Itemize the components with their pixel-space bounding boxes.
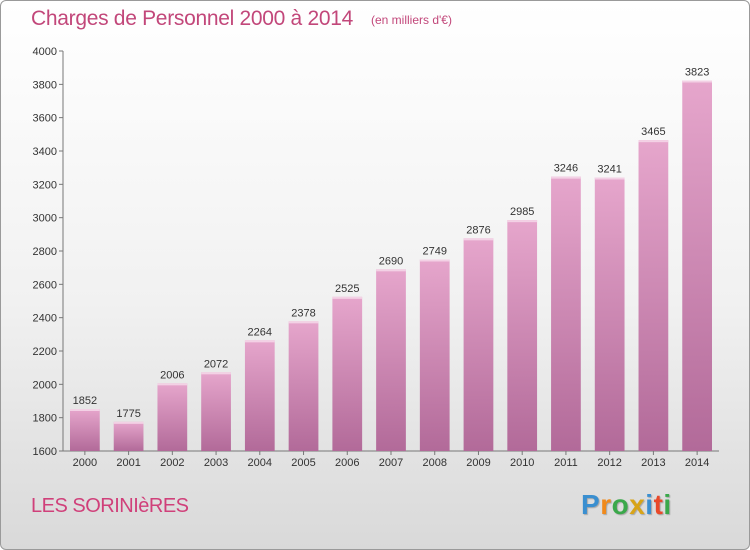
x-tick-label-2004: 2004: [248, 457, 272, 469]
x-tick-label-2001: 2001: [116, 457, 140, 469]
bar-top-highlight: [113, 421, 144, 424]
y-tick-label: 3400: [33, 146, 57, 158]
x-tick-label-2012: 2012: [597, 457, 621, 469]
y-tick-label: 3000: [33, 213, 57, 225]
data-label-2004: 2264: [248, 326, 272, 338]
bar-2006: [332, 296, 363, 451]
bar-top-highlight: [376, 269, 406, 272]
bar-top-highlight: [419, 259, 450, 262]
logo-letter: x: [629, 489, 646, 520]
y-tick-label: 1800: [33, 413, 57, 425]
bar-top-highlight: [157, 383, 188, 386]
bar-top-highlight: [594, 177, 625, 180]
y-tick-label: 2600: [33, 279, 57, 291]
x-tick-label-2009: 2009: [466, 457, 490, 469]
proxiti-logo: Proxiti: [581, 489, 672, 521]
y-tick-label: 3600: [33, 113, 57, 125]
bar-2009: [463, 238, 494, 451]
y-tick-label: 2800: [33, 246, 57, 258]
bar-2004: [244, 340, 275, 451]
bar-top-highlight: [507, 220, 538, 223]
data-label-2011: 3246: [554, 163, 578, 175]
bar-2001: [113, 421, 144, 451]
bar-top-highlight: [69, 409, 100, 411]
logo-letter: i: [663, 489, 672, 520]
bar-top-highlight: [244, 340, 275, 343]
x-tick-label-2006: 2006: [335, 457, 359, 469]
y-tick-label: 2000: [33, 379, 57, 391]
data-label-2007: 2690: [379, 255, 403, 267]
bar-2007: [376, 269, 406, 451]
bar-top-highlight: [682, 80, 713, 83]
x-tick-label-2005: 2005: [291, 457, 315, 469]
bar-top-highlight: [551, 176, 581, 179]
y-tick-label: 3200: [33, 179, 57, 191]
bar-2013: [638, 140, 669, 451]
bar-2008: [419, 259, 450, 451]
y-tick-label: 4000: [33, 46, 57, 58]
data-label-2010: 2985: [510, 206, 534, 218]
x-tick-label-2014: 2014: [685, 457, 709, 469]
bar-2010: [507, 220, 538, 451]
bar-2000: [69, 409, 100, 451]
data-label-2013: 3465: [641, 126, 665, 138]
bars: [69, 80, 713, 451]
logo-letter: r: [600, 489, 612, 520]
data-label-2003: 2072: [204, 358, 228, 370]
bar-2003: [201, 372, 231, 451]
x-tick-label-2002: 2002: [160, 457, 184, 469]
logo-letter: i: [645, 489, 654, 520]
logo-letter: t: [653, 489, 664, 520]
x-tick-label-2000: 2000: [73, 457, 97, 469]
data-label-2006: 2525: [335, 283, 359, 295]
data-label-2009: 2876: [466, 224, 490, 236]
bar-top-highlight: [638, 140, 669, 143]
data-label-2002: 2006: [160, 369, 184, 381]
bar-2002: [157, 383, 188, 451]
x-tick-label-2010: 2010: [510, 457, 534, 469]
bar-2014: [682, 80, 713, 451]
y-tick-label: 2200: [33, 346, 57, 358]
y-tick-label: 2400: [33, 313, 57, 325]
commune-name: LES SORINIèRES: [31, 495, 189, 517]
x-tick-label-2003: 2003: [204, 457, 228, 469]
data-label-2005: 2378: [291, 307, 315, 319]
data-label-2001: 1775: [116, 408, 140, 420]
bar-2011: [551, 176, 581, 451]
x-tick-label-2013: 2013: [641, 457, 665, 469]
data-label-2000: 1852: [73, 395, 97, 407]
data-labels: 1852 1775 2006 2072 2264 2378 2525 2690 2749 2876…: [73, 67, 710, 420]
chart-subtitle: (en milliers d'€): [371, 13, 452, 27]
x-tick-label-2011: 2011: [554, 457, 578, 469]
data-label-2008: 2749: [422, 246, 446, 258]
y-tick-label: 3800: [33, 79, 57, 91]
y-tick-label: 1600: [33, 446, 57, 458]
chart-title: Charges de Personnel 2000 à 2014: [31, 7, 353, 30]
bar-2012: [594, 177, 625, 451]
bar-top-highlight: [463, 238, 494, 241]
bar-top-highlight: [332, 296, 363, 299]
x-tick-label-2008: 2008: [422, 457, 446, 469]
data-label-2012: 3241: [597, 164, 621, 176]
x-tick-label-2007: 2007: [379, 457, 403, 469]
data-label-2014: 3823: [685, 67, 709, 79]
bar-top-highlight: [201, 372, 231, 375]
logo-letter: o: [611, 489, 630, 520]
bar-2005: [288, 321, 319, 451]
logo-letter: P: [581, 489, 601, 520]
bar-top-highlight: [288, 321, 319, 324]
